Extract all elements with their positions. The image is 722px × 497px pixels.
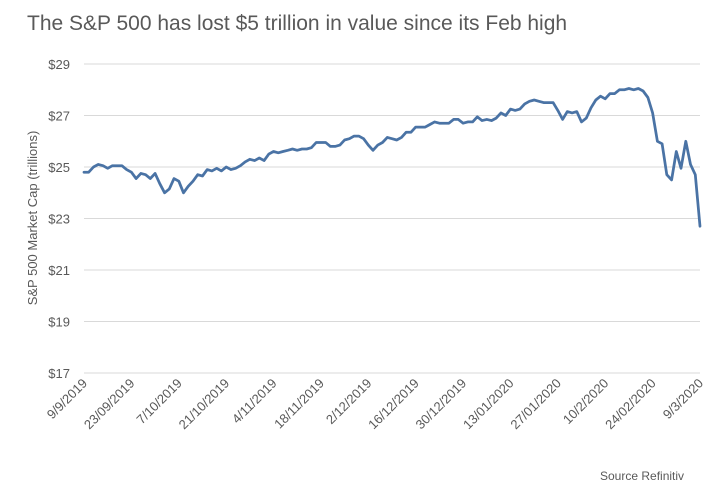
x-tick-label: 18/11/2019 [271, 376, 327, 432]
x-tick-label: 9/9/2019 [44, 376, 90, 422]
x-tick-label: 24/02/2020 [602, 376, 659, 433]
y-tick-label: $29 [48, 57, 70, 72]
y-tick-label: $19 [48, 315, 70, 330]
source-note: Source Refinitiv [600, 469, 685, 483]
x-tick-label: 9/3/2020 [660, 376, 706, 422]
x-tick-label: 21/10/2019 [176, 376, 233, 433]
series-group [82, 87, 702, 228]
y-tick-label: $25 [48, 160, 70, 175]
chart-title: The S&P 500 has lost $5 trillion in valu… [27, 12, 568, 35]
y-tick-label: $17 [48, 366, 70, 381]
y-axis-label: S&P 500 Market Cap (trillions) [25, 131, 40, 306]
x-axis-ticks: 9/9/201923/09/20197/10/201921/10/20194/1… [44, 376, 706, 433]
series-line [82, 87, 702, 228]
y-tick-label: $23 [48, 212, 70, 227]
x-tick-label: 27/01/2020 [507, 376, 564, 433]
y-tick-label: $21 [48, 263, 70, 278]
y-tick-label: $27 [48, 109, 70, 124]
gridlines [84, 63, 700, 374]
x-tick-label: 23/09/2019 [81, 376, 138, 433]
y-axis-ticks: $17 $19 $21 $23 $25 $27 $29 [48, 57, 70, 381]
